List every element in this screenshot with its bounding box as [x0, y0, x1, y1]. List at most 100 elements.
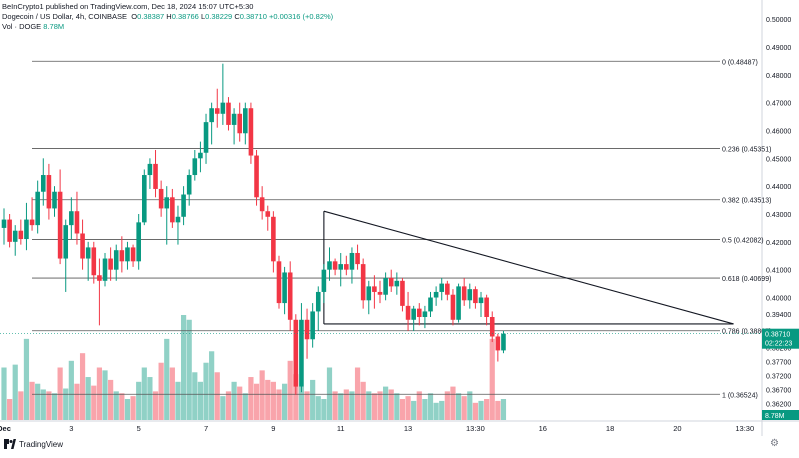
candle-body	[484, 297, 489, 317]
volume-bar	[298, 386, 305, 420]
volume-bar	[495, 400, 501, 420]
y-tick-label: 0.38200	[766, 346, 791, 353]
candle-body	[439, 283, 445, 292]
candle-body	[214, 108, 220, 114]
settings-gear-icon[interactable]: ⚙	[770, 438, 779, 449]
volume-bar	[248, 377, 254, 420]
volume-bar	[147, 377, 153, 420]
volume-bar	[23, 338, 30, 420]
candle-body	[304, 319, 310, 340]
tradingview-brand: TradingView	[19, 439, 64, 449]
fib-level-label: 0.382 (0.43513)	[722, 198, 771, 205]
candle-body	[91, 247, 97, 276]
volume-bar	[63, 388, 69, 420]
volume-bar	[472, 402, 479, 420]
volume-bar	[51, 393, 58, 420]
candle-body	[170, 197, 175, 223]
y-tick-label: 0.36700	[766, 387, 791, 394]
fib-level-label: 0.5 (0.42082)	[722, 238, 764, 245]
volume-bar	[377, 391, 383, 420]
candle-body	[248, 108, 254, 156]
candle-body	[186, 175, 192, 195]
volume-bar	[310, 379, 316, 420]
volume-bar	[265, 379, 271, 420]
candle-body	[113, 250, 119, 270]
candle-body	[24, 219, 29, 240]
volume-bar	[79, 353, 86, 420]
volume-bar	[74, 383, 80, 420]
candle-body	[153, 163, 158, 189]
volume-bar	[338, 393, 344, 420]
candle-body	[377, 291, 383, 295]
volume-bar	[108, 379, 114, 420]
volume-bar	[383, 386, 389, 420]
candle-body	[405, 305, 411, 320]
candle-body	[181, 194, 186, 217]
candle-body	[209, 108, 214, 123]
volume-bar	[467, 391, 473, 420]
volume-bar	[405, 396, 411, 420]
y-tick-label: 0.37200	[766, 373, 791, 380]
volume-bar	[158, 362, 164, 420]
volume-bar	[332, 391, 338, 420]
high-label: H	[166, 12, 172, 21]
candle-body	[433, 291, 439, 298]
volume-bar	[411, 400, 417, 420]
volume-tag-box	[762, 410, 799, 420]
volume-bar	[444, 391, 450, 420]
candle-body	[355, 252, 360, 265]
y-tick-label: 0.47000	[766, 101, 791, 108]
volume-bar	[276, 389, 282, 420]
candle-body	[276, 261, 282, 304]
candle-body	[495, 336, 501, 351]
x-tick-label: 13:30	[466, 424, 485, 433]
volume-bar	[136, 381, 142, 420]
volume-bar	[287, 360, 293, 420]
candle-body	[18, 230, 24, 240]
tradingview-watermark[interactable]: TradingView	[4, 439, 63, 449]
candle-body	[1, 219, 7, 228]
volume-bar	[422, 399, 428, 420]
volume-bar	[343, 389, 349, 420]
candle-body	[243, 108, 248, 134]
volume-bar	[270, 381, 276, 420]
volume-bar	[242, 393, 248, 420]
volume-bar	[349, 391, 355, 420]
candle-body	[7, 219, 12, 242]
y-tick-label: 0.36200	[766, 401, 791, 408]
candle-body	[456, 286, 461, 320]
candle-body	[299, 319, 304, 387]
candle-body	[293, 319, 299, 387]
volume-bar	[281, 383, 288, 420]
volume-bar	[124, 399, 131, 420]
candle-body	[282, 272, 287, 304]
fib-level-label: 0.236 (0.45351)	[722, 147, 771, 154]
volume-bar	[91, 385, 97, 420]
candle-body	[271, 216, 276, 262]
volume-bar	[203, 362, 209, 420]
fib-level-label: 0.786 (0.38807)	[722, 329, 771, 336]
candle-body	[29, 219, 35, 226]
volume-bar	[164, 338, 170, 420]
volume-bar	[371, 393, 377, 420]
volume-bar	[214, 372, 220, 420]
volume-bar	[461, 396, 467, 420]
price-tag-countdown: 02:22:23	[765, 341, 792, 348]
volume-bar	[29, 381, 35, 420]
candle-body	[501, 333, 506, 351]
x-tick-label: 3	[69, 424, 73, 433]
candle-body	[158, 188, 164, 209]
volume-bar	[130, 396, 136, 420]
volume-bar	[197, 381, 204, 420]
close-value: 0.38710	[239, 12, 267, 21]
candle-body	[74, 211, 80, 234]
candle-body	[85, 247, 91, 259]
tradingview-logo-icon	[4, 439, 16, 449]
price-tag-box	[762, 328, 799, 349]
y-tick-label: 0.46000	[766, 128, 791, 135]
volume-bar	[416, 391, 422, 420]
candle-body	[97, 275, 102, 281]
volume-bar	[450, 386, 456, 420]
